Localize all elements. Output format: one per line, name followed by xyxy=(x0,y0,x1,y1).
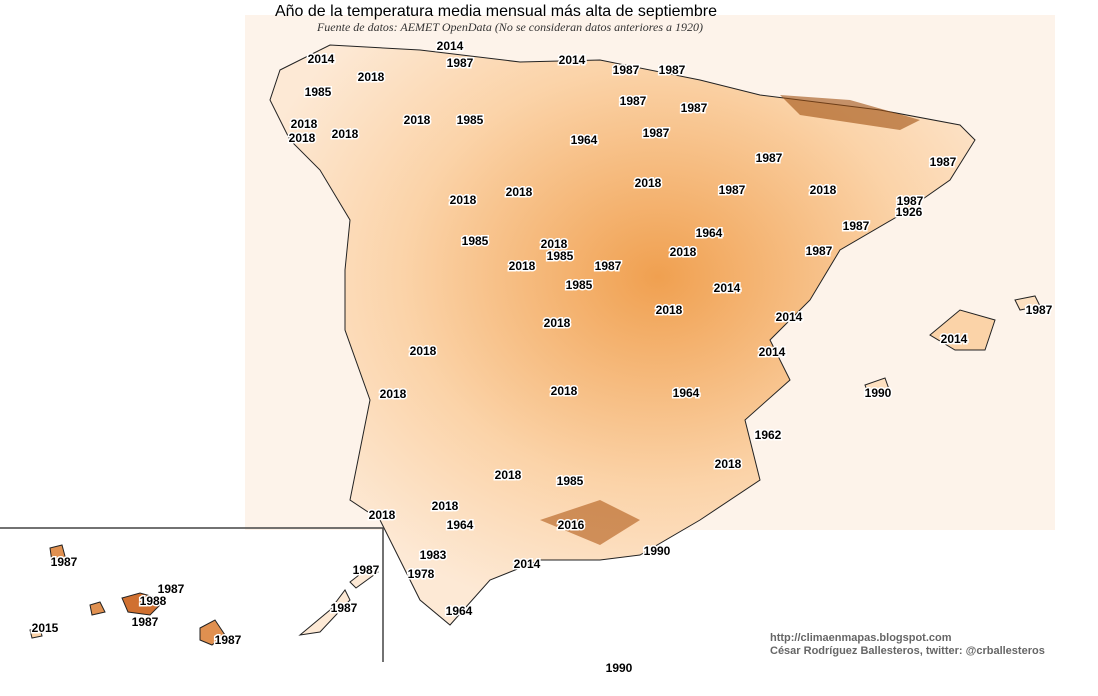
station-year-label: 2018 xyxy=(541,237,568,251)
station-year-label: 2018 xyxy=(635,176,662,190)
station-year-label: 1985 xyxy=(305,85,332,99)
station-year-label: 1964 xyxy=(446,604,473,618)
station-year-label: 1987 xyxy=(681,101,708,115)
title: Año de la temperatura media mensual más … xyxy=(275,3,717,20)
station-year-label: 1964 xyxy=(673,386,700,400)
menorca xyxy=(1014,295,1041,311)
station-year-label: 1987 xyxy=(215,633,242,647)
station-year-label: 1987 xyxy=(158,582,185,596)
station-year-label: 2014 xyxy=(559,53,586,67)
station-year-label: 1987 xyxy=(897,194,924,208)
la-palma xyxy=(49,544,67,563)
station-year-label: 1987 xyxy=(843,219,870,233)
credit-url: http://climaenmapas.blogspot.com xyxy=(770,632,952,644)
station-year-label: 2018 xyxy=(715,457,742,471)
la-gomera xyxy=(89,601,106,616)
station-year-label: 2014 xyxy=(759,345,786,359)
peninsula xyxy=(269,44,976,626)
station-year-label: 1990 xyxy=(606,661,633,675)
station-year-label: 2014 xyxy=(437,39,464,53)
station-year-label: 1987 xyxy=(353,563,380,577)
station-year-label: 2018 xyxy=(551,384,578,398)
station-year-label: 1987 xyxy=(132,615,159,629)
station-year-label: 1964 xyxy=(571,133,598,147)
station-year-label: 2018 xyxy=(332,127,359,141)
station-year-label: 1987 xyxy=(930,155,957,169)
station-year-label: 2014 xyxy=(714,281,741,295)
station-year-label: 2014 xyxy=(776,310,803,324)
station-year-label: 1987 xyxy=(806,244,833,258)
station-year-label: 2018 xyxy=(410,344,437,358)
ibiza xyxy=(864,377,891,399)
station-year-label: 2018 xyxy=(289,131,316,145)
station-year-label: 2018 xyxy=(509,259,536,273)
sierra-nevada xyxy=(540,500,640,545)
inset-frame xyxy=(0,527,384,662)
gran-canaria xyxy=(199,619,226,646)
station-year-label: 2018 xyxy=(291,117,318,131)
station-year-label: 1926 xyxy=(896,205,923,219)
station-year-label: 2018 xyxy=(432,499,459,513)
station-year-label: 1987 xyxy=(51,555,78,569)
pyrenees xyxy=(780,95,920,130)
station-year-label: 1978 xyxy=(408,567,435,581)
station-year-label: 2018 xyxy=(506,185,533,199)
mallorca xyxy=(929,309,996,351)
station-year-label: 1987 xyxy=(595,259,622,273)
station-year-label: 1987 xyxy=(620,94,647,108)
station-year-label: 2018 xyxy=(358,70,385,84)
el-hierro xyxy=(29,627,43,639)
station-year-label: 2018 xyxy=(404,113,431,127)
station-year-label: 2018 xyxy=(656,303,683,317)
station-year-label: 1983 xyxy=(420,548,447,562)
station-year-label: 1962 xyxy=(755,428,782,442)
station-year-label: 1987 xyxy=(659,63,686,77)
lanzarote xyxy=(349,564,379,589)
station-year-label: 2014 xyxy=(514,557,541,571)
station-year-label: 2018 xyxy=(544,316,571,330)
station-year-label: 2018 xyxy=(810,183,837,197)
fuerteventura xyxy=(298,589,351,636)
station-year-label: 1964 xyxy=(696,226,723,240)
station-year-label: 1988 xyxy=(140,594,167,608)
station-year-label: 2018 xyxy=(670,245,697,259)
station-year-label: 2016 xyxy=(558,518,585,532)
station-year-label: 1985 xyxy=(566,278,593,292)
station-year-label: 2014 xyxy=(308,52,335,66)
station-year-label: 1987 xyxy=(613,63,640,77)
station-year-label: 1990 xyxy=(865,386,892,400)
station-year-label: 1987 xyxy=(756,151,783,165)
station-year-label: 1990 xyxy=(644,544,671,558)
station-year-label: 2018 xyxy=(495,468,522,482)
station-year-label: 1987 xyxy=(1026,303,1053,317)
station-year-label: 1964 xyxy=(447,518,474,532)
station-year-label: 1985 xyxy=(462,234,489,248)
station-year-label: 2018 xyxy=(450,193,477,207)
subtitle: Fuente de datos: AEMET OpenData (No se c… xyxy=(316,20,703,34)
station-year-label: 1985 xyxy=(547,249,574,263)
station-year-label: 2018 xyxy=(369,508,396,522)
station-year-label: 2018 xyxy=(380,387,407,401)
station-year-label: 1985 xyxy=(457,113,484,127)
station-year-label: 2015 xyxy=(32,621,59,635)
station-year-label: 1987 xyxy=(331,601,358,615)
tenerife xyxy=(121,592,166,616)
station-year-label: 1985 xyxy=(557,474,584,488)
station-year-label: 1987 xyxy=(447,56,474,70)
station-year-label: 2014 xyxy=(941,332,968,346)
station-year-label: 1987 xyxy=(719,183,746,197)
credit-author: César Rodríguez Ballesteros, twitter: @c… xyxy=(770,645,1045,657)
station-year-label: 1987 xyxy=(643,126,670,140)
